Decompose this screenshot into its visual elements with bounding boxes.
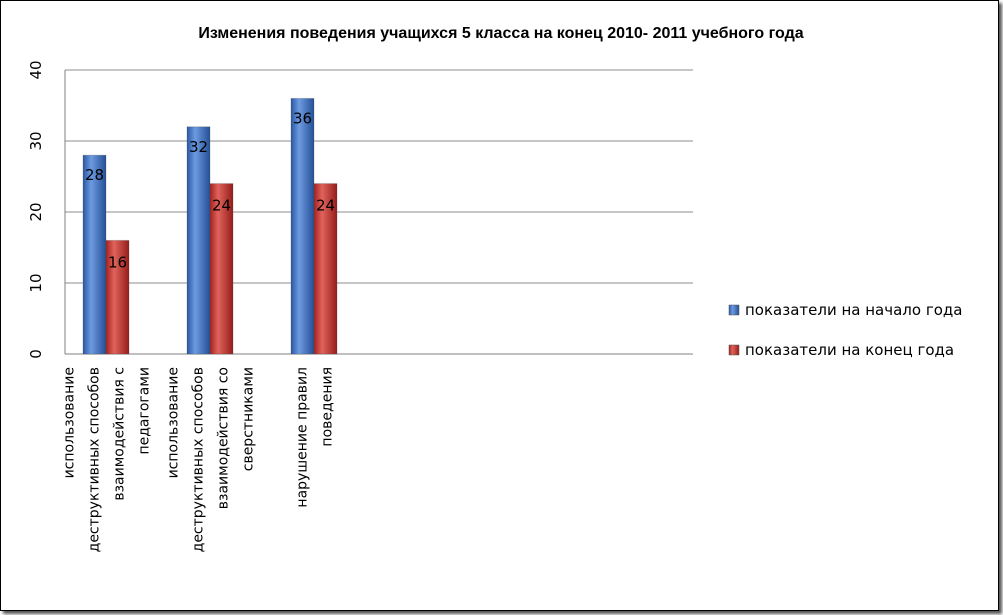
y-axis-ticks: 0 10 20 30 40 (27, 60, 45, 358)
data-label: 24 (316, 197, 335, 215)
gridlines (64, 69, 693, 355)
legend: показатели на начало года показатели на к… (728, 301, 962, 359)
y-tick-label: 30 (27, 131, 45, 150)
bar (186, 126, 211, 355)
bar (209, 183, 234, 355)
bar (82, 154, 107, 355)
category-label: нарушение правил поведения (295, 367, 336, 508)
category-label: использование деструктивных способов взаим… (62, 367, 153, 552)
legend-swatch (728, 344, 740, 356)
bars: 28 16 32 24 36 24 (82, 97, 338, 355)
category-label-line: использование (166, 367, 182, 478)
y-tick-label: 0 (27, 349, 45, 359)
legend-swatch (728, 304, 740, 316)
category-label-line: взаимодействия со (216, 367, 232, 509)
legend-label: показатели на начало года (745, 301, 962, 319)
category-label-line: педагогами (137, 367, 153, 455)
bar (105, 239, 130, 355)
category-label-line: взаимодействия с (112, 367, 128, 501)
category-label-line: сверстниками (241, 367, 257, 471)
category-label-line: деструктивных способов (191, 367, 207, 552)
data-label: 28 (85, 166, 104, 184)
category-labels: использование деструктивных способов взаим… (62, 367, 336, 552)
y-tick-label: 10 (27, 273, 45, 292)
category-label-line: поведения (320, 367, 336, 447)
y-tick-label: 20 (27, 202, 45, 221)
category-label-line: деструктивных способов (87, 367, 103, 552)
category-label: использование деструктивных способов взаим… (166, 367, 257, 552)
y-tick-label: 40 (27, 60, 45, 79)
data-label: 36 (293, 109, 312, 127)
data-label: 32 (189, 138, 208, 156)
category-label-line: использование (62, 367, 78, 478)
chart-title: Изменения поведения учащихся 5 класса на… (198, 25, 803, 42)
category-label-line: нарушение правил (295, 367, 311, 508)
bar (313, 183, 338, 355)
data-label: 16 (108, 253, 127, 271)
data-label: 24 (212, 197, 231, 215)
legend-label: показатели на конец года (745, 341, 954, 359)
bar (290, 97, 315, 355)
